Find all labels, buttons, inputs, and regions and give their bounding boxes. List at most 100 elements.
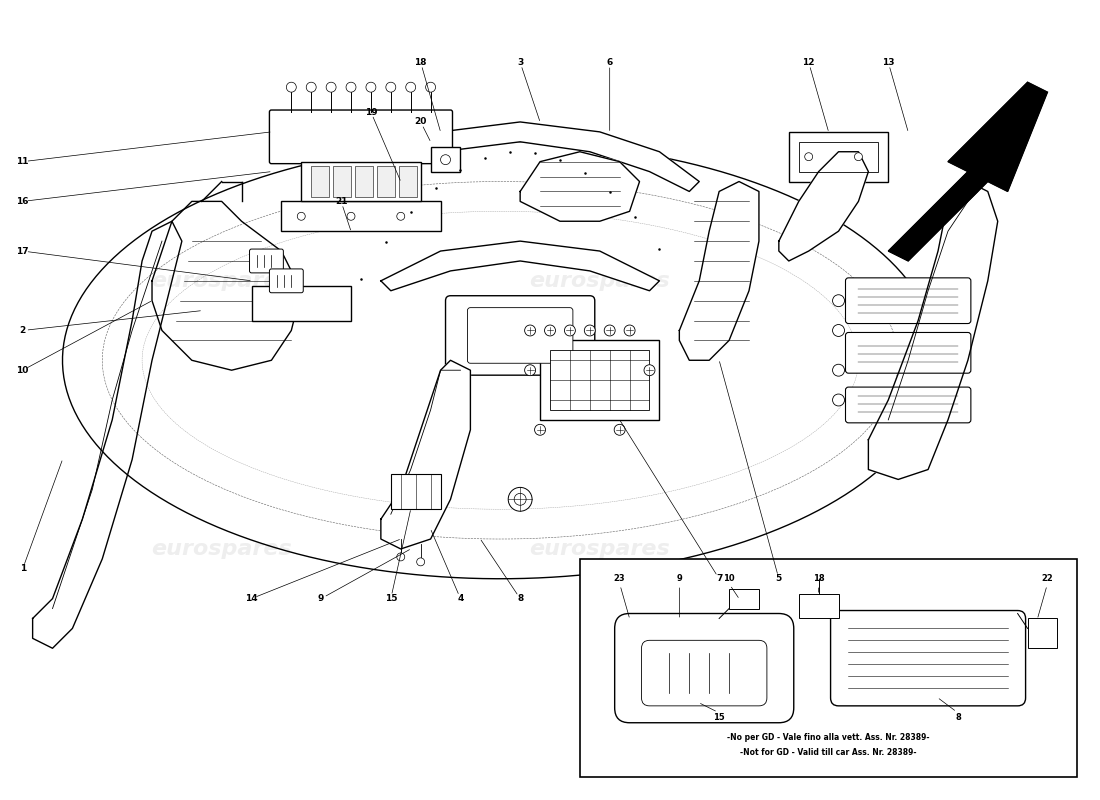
Circle shape [833, 294, 845, 306]
Circle shape [346, 212, 355, 220]
Text: eurospares: eurospares [152, 539, 292, 559]
Text: 22: 22 [1042, 574, 1054, 583]
Circle shape [805, 153, 813, 161]
Circle shape [584, 325, 595, 336]
Polygon shape [331, 122, 700, 191]
Polygon shape [868, 182, 998, 479]
Circle shape [833, 364, 845, 376]
FancyBboxPatch shape [468, 308, 573, 363]
Circle shape [535, 424, 546, 435]
Text: 2: 2 [20, 326, 25, 335]
Text: eurospares: eurospares [529, 271, 670, 291]
Circle shape [525, 365, 536, 376]
Bar [729, 589, 759, 609]
Circle shape [397, 212, 405, 220]
Text: 8: 8 [955, 714, 960, 722]
Bar [377, 166, 395, 198]
FancyBboxPatch shape [270, 110, 452, 164]
Bar [540, 341, 659, 420]
Circle shape [644, 365, 654, 376]
Bar [430, 146, 461, 171]
Circle shape [833, 325, 845, 337]
FancyBboxPatch shape [615, 614, 794, 722]
Circle shape [514, 494, 526, 506]
Text: -No per GD - Vale fino alla vett. Ass. Nr. 28389-: -No per GD - Vale fino alla vett. Ass. N… [727, 733, 930, 742]
Circle shape [366, 82, 376, 92]
Text: 9: 9 [676, 574, 682, 583]
Text: 11: 11 [16, 157, 29, 166]
Bar [580, 559, 1077, 778]
Text: 16: 16 [16, 197, 29, 206]
Circle shape [426, 82, 436, 92]
Circle shape [386, 82, 396, 92]
Circle shape [417, 558, 425, 566]
Circle shape [604, 325, 615, 336]
Circle shape [286, 82, 296, 92]
Text: 5: 5 [776, 574, 782, 583]
Text: 20: 20 [415, 118, 427, 126]
Text: 17: 17 [16, 246, 29, 255]
Bar [1027, 618, 1057, 648]
Bar [333, 166, 351, 198]
Polygon shape [381, 241, 659, 290]
Circle shape [406, 82, 416, 92]
Text: eurospares: eurospares [529, 539, 670, 559]
Text: 21: 21 [334, 197, 348, 206]
FancyBboxPatch shape [846, 387, 971, 423]
Text: -Not for GD - Valid till car Ass. Nr. 28389-: -Not for GD - Valid till car Ass. Nr. 28… [740, 748, 916, 757]
Bar [550, 350, 649, 410]
FancyBboxPatch shape [270, 269, 304, 293]
Text: 18: 18 [813, 574, 824, 583]
Text: 4: 4 [458, 594, 463, 603]
Text: eurospares: eurospares [152, 271, 292, 291]
Circle shape [855, 153, 862, 161]
Text: 1: 1 [20, 564, 25, 574]
Text: 14: 14 [245, 594, 257, 603]
Bar [301, 162, 420, 202]
Circle shape [508, 487, 532, 511]
Bar [789, 132, 889, 182]
Circle shape [297, 212, 305, 220]
Text: 15: 15 [713, 714, 725, 722]
Bar [311, 166, 329, 198]
Circle shape [525, 325, 536, 336]
Text: 23: 23 [614, 574, 626, 583]
Circle shape [346, 82, 356, 92]
FancyBboxPatch shape [250, 249, 284, 273]
Circle shape [833, 394, 845, 406]
Circle shape [397, 553, 405, 561]
Text: 19: 19 [364, 107, 377, 117]
Text: 9: 9 [318, 594, 324, 603]
Bar [252, 286, 351, 321]
Bar [355, 166, 373, 198]
Text: 15: 15 [385, 594, 397, 603]
FancyBboxPatch shape [830, 610, 1025, 706]
Text: 3: 3 [517, 58, 524, 67]
FancyBboxPatch shape [846, 333, 971, 373]
Polygon shape [779, 152, 868, 261]
Bar [799, 594, 838, 618]
FancyBboxPatch shape [446, 296, 595, 375]
Circle shape [544, 325, 556, 336]
Text: 13: 13 [882, 58, 894, 67]
Circle shape [306, 82, 316, 92]
Polygon shape [520, 152, 639, 222]
Circle shape [326, 82, 337, 92]
Text: 10: 10 [16, 366, 29, 374]
FancyBboxPatch shape [641, 640, 767, 706]
Bar [390, 474, 441, 510]
Circle shape [614, 424, 625, 435]
Circle shape [564, 325, 575, 336]
Text: 18: 18 [415, 58, 427, 67]
Circle shape [624, 325, 635, 336]
Text: 8: 8 [517, 594, 524, 603]
Bar [282, 202, 441, 231]
Polygon shape [889, 82, 1047, 261]
Polygon shape [680, 182, 759, 360]
Polygon shape [381, 360, 471, 549]
Text: 12: 12 [802, 58, 815, 67]
Bar [799, 142, 878, 171]
Text: 7: 7 [716, 574, 723, 583]
FancyBboxPatch shape [846, 278, 971, 323]
Text: 10: 10 [724, 574, 735, 583]
